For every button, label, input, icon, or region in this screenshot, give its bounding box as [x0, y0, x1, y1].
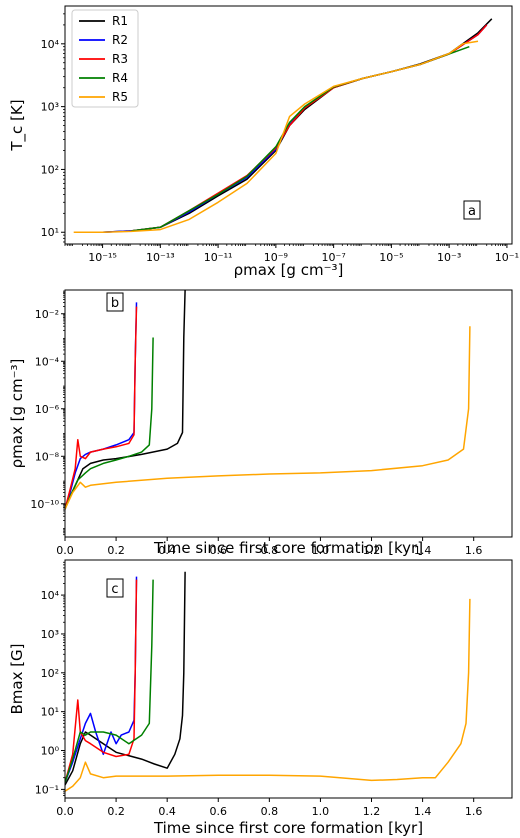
x-tick-label: 1.4	[414, 805, 432, 818]
x-tick-label: 10⁻⁵	[379, 251, 403, 264]
legend-label-R1: R1	[112, 14, 128, 28]
panel-tag: c	[111, 582, 118, 597]
series-line-R2	[65, 302, 138, 510]
plot-frame	[64, 5, 513, 245]
x-tick-label: 0.2	[107, 805, 125, 818]
series-line-R1	[65, 571, 186, 786]
series-group	[65, 290, 471, 510]
y-tick-label: 10⁻⁶	[35, 403, 60, 416]
series-line-R4	[65, 579, 154, 783]
panel-tag: b	[111, 296, 119, 311]
y-tick-label: 10¹	[41, 226, 59, 239]
panel-tag-box	[106, 292, 124, 312]
series-line-R5	[65, 326, 471, 510]
series-line-R5	[73, 40, 479, 233]
y-axis-label: T_c [K]	[8, 99, 27, 151]
series-line-R3	[131, 24, 488, 232]
y-tick-label: 10¹	[41, 706, 59, 719]
x-tick-label: 1.4	[414, 544, 432, 557]
x-tick-label: 10⁻¹³	[146, 251, 175, 264]
series-line-R1	[65, 290, 186, 510]
series-group	[73, 18, 493, 233]
x-tick-label: 10⁻⁹	[264, 251, 288, 264]
plot-frame	[64, 559, 513, 799]
plot-frame	[64, 289, 513, 538]
x-tick-label: 1.0	[312, 805, 330, 818]
series-line-R4	[131, 45, 470, 232]
x-tick-label: 1.2	[363, 805, 381, 818]
x-tick-label: 0.6	[210, 544, 228, 557]
y-tick-label: 10²	[41, 667, 59, 680]
y-tick-label: 10⁻²	[35, 308, 59, 321]
x-tick-label: 10⁻¹¹	[204, 251, 233, 264]
legend-label-R2: R2	[112, 33, 128, 47]
y-tick-label: 10⁻⁴	[35, 355, 60, 368]
x-tick-label: 1.6	[465, 805, 483, 818]
x-tick-label: 0.4	[158, 544, 176, 557]
y-tick-label: 10⁻¹⁰	[30, 498, 59, 511]
x-tick-label: 1.0	[312, 544, 330, 557]
y-tick-label: 10⁴	[41, 589, 60, 602]
x-axis-label: ρmax [g cm⁻³]	[234, 261, 344, 279]
y-tick-label: 10⁻¹	[35, 783, 59, 796]
x-tick-label: 0.8	[261, 544, 279, 557]
y-tick-label: 10³	[41, 101, 59, 114]
x-tick-label: 10⁻⁷	[322, 251, 346, 264]
y-tick-label: 10⁰	[41, 745, 60, 758]
x-tick-label: 0.0	[56, 544, 74, 557]
panel-b: 0.0 0.2 0.4 0.6 0.8 1.0 1.2 1.4 1.6 10⁻¹⁰ 10⁻⁸ 10⁻⁶…	[8, 289, 513, 557]
legend-label-R3: R3	[112, 52, 128, 66]
x-tick-label: 10⁻³	[437, 251, 461, 264]
panel-a: 10⁻¹⁵ 10⁻¹³ 10⁻¹¹ 10⁻⁹ 10⁻⁷ 10⁻⁵ 10⁻³ 10⁻¹ 10¹ 10…	[8, 5, 519, 279]
x-tick-label: 0.8	[261, 805, 279, 818]
panel-tag-box	[463, 200, 481, 220]
x-tick-label: 1.2	[363, 544, 381, 557]
panel-c: 0.0 0.2 0.4 0.6 0.8 1.0 1.2 1.4 1.6 10⁻¹ 10⁰ 10¹ 10²…	[8, 559, 513, 837]
panel-tag: a	[468, 204, 476, 219]
y-tick-label: 10³	[41, 628, 59, 641]
y-axis-label: Bmax [G]	[8, 643, 26, 714]
y-axis-label: ρmax [g cm⁻³]	[8, 359, 26, 469]
x-tick-label: 0.0	[56, 805, 74, 818]
x-tick-label: 0.4	[158, 805, 176, 818]
series-group	[65, 571, 471, 792]
panel-tag-box	[106, 578, 124, 598]
y-tick-label: 10⁴	[41, 38, 60, 51]
series-line-R2	[65, 576, 138, 783]
legend: R1 R2 R3 R4 R5	[71, 9, 139, 108]
series-line-R4	[65, 337, 154, 510]
y-tick-label: 10²	[41, 163, 59, 176]
series-line-R1	[102, 18, 493, 233]
legend-label-R4: R4	[112, 71, 128, 85]
x-axis-label: Time since first core formation [kyr]	[153, 539, 423, 557]
x-tick-label: 10⁻¹	[495, 251, 519, 264]
x-tick-label: 10⁻¹⁵	[88, 251, 117, 264]
y-tick-label: 10⁻⁸	[35, 450, 60, 463]
series-line-R3	[65, 306, 138, 510]
x-tick-label: 0.6	[210, 805, 228, 818]
legend-label-R5: R5	[112, 90, 128, 104]
series-line-R3	[65, 579, 138, 783]
x-axis-label: Time since first core formation [kyr]	[153, 819, 423, 837]
x-tick-label: 0.2	[107, 544, 125, 557]
x-tick-label: 1.6	[465, 544, 483, 557]
series-line-R5	[65, 598, 471, 792]
series-line-R2	[102, 24, 488, 233]
